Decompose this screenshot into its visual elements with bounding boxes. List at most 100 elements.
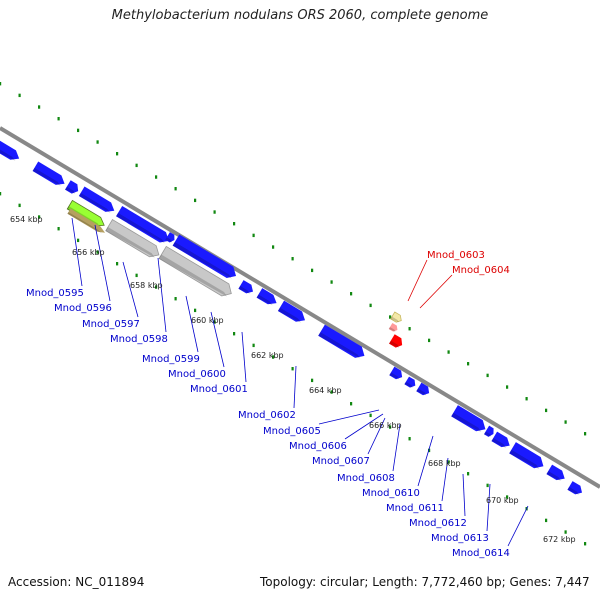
gene-label-leader <box>94 224 111 302</box>
gene-arrow[interactable] <box>277 300 308 326</box>
ring-tick-dot <box>350 402 353 406</box>
gene-arrow-shape <box>416 382 430 396</box>
gene-arrow[interactable] <box>165 232 176 244</box>
ring-tick-dot <box>369 303 372 308</box>
ring-tick-dot <box>486 373 489 378</box>
gene-arrow[interactable] <box>78 186 117 216</box>
highlight-gene-arrow-shape <box>388 322 398 332</box>
gene-arrow-shape <box>116 205 169 243</box>
gene-features[interactable] <box>0 140 585 497</box>
gene-label[interactable]: Mnod_0606 <box>289 441 347 452</box>
gene-arrow-shade <box>78 192 111 213</box>
gene-arrow[interactable] <box>484 425 496 439</box>
ring-tick-dot <box>233 222 236 226</box>
pseudogene-arrow[interactable] <box>105 218 162 261</box>
gene-arrow[interactable] <box>256 288 280 308</box>
ring-tick-dot <box>408 437 411 441</box>
gene-arrow-shape <box>318 324 365 358</box>
gene-arrow-shade <box>404 381 413 388</box>
gene-label[interactable]: Mnod_0602 <box>238 410 296 421</box>
ring-tick-dot <box>389 425 392 429</box>
highlight-gene-arrow[interactable] <box>390 311 404 324</box>
ring-tick-dot <box>389 315 392 319</box>
gene-arrow[interactable] <box>389 366 404 382</box>
gene-arrow-shape <box>172 234 237 278</box>
gene-arrow-shade <box>256 294 273 306</box>
gene-label[interactable]: Mnod_0612 <box>409 518 467 529</box>
gene-arrow-shape <box>0 140 20 160</box>
gene-arrow[interactable] <box>404 376 417 390</box>
gene-label[interactable]: Mnod_0608 <box>337 473 395 484</box>
ring-tick-dot <box>194 308 197 313</box>
gene-label[interactable]: Mnod_0613 <box>431 533 489 544</box>
gene-label-leader <box>367 417 386 455</box>
gene-arrow[interactable] <box>172 234 240 281</box>
kbp-tick-label: 668 kbp <box>428 459 461 468</box>
gene-arrow[interactable] <box>509 442 547 472</box>
highlight-gene-arrow[interactable] <box>389 334 405 350</box>
gene-label[interactable]: Mnod_0599 <box>142 354 200 365</box>
gene-arrow-shade <box>165 237 173 243</box>
gene-label[interactable]: Mnod_0595 <box>26 288 84 299</box>
kbp-tick-label: 656 kbp <box>72 248 105 257</box>
gene-label-leader <box>122 261 139 318</box>
gene-arrow-shape <box>491 431 510 448</box>
gene-label-leader <box>417 435 434 487</box>
pseudogene-arrow-shape <box>158 245 232 297</box>
ring-tick-dot <box>174 297 177 301</box>
gene-arrow-shape <box>32 161 65 185</box>
gene-arrow[interactable] <box>567 481 584 497</box>
ring-tick-dot <box>174 187 177 191</box>
gene-label-leader <box>392 423 401 472</box>
gene-arrow[interactable] <box>116 205 172 246</box>
gene-arrow-shade <box>32 167 61 186</box>
gene-arrow-shape <box>546 464 565 481</box>
gene-arrow-shade <box>318 332 361 359</box>
highlight-gene-arrow-shade <box>389 340 400 348</box>
gene-arrow[interactable] <box>318 324 368 362</box>
gene-arrow[interactable] <box>491 431 512 451</box>
ring-tick-dot <box>291 257 294 261</box>
ring-tick-dot <box>18 93 21 98</box>
kbp-tick-label: 664 kbp <box>309 386 342 395</box>
gene-label-leader <box>293 365 297 409</box>
gene-arrow-shape <box>165 232 175 243</box>
gene-arrow[interactable] <box>238 280 255 296</box>
gene-arrow[interactable] <box>0 140 22 164</box>
gene-arrow[interactable] <box>416 382 431 398</box>
gene-label[interactable]: Mnod_0598 <box>110 334 168 345</box>
kbp-tick-label: 672 kbp <box>543 535 576 544</box>
highlight-gene-label[interactable]: Mnod_0603 <box>427 250 485 261</box>
ring-tick-dot <box>135 273 138 278</box>
gene-arrow-shade <box>389 372 400 380</box>
ring-tick-dot <box>18 203 21 208</box>
gene-arrow[interactable] <box>65 180 81 196</box>
gene-arrow[interactable] <box>451 405 489 435</box>
gene-label[interactable]: Mnod_0596 <box>54 303 112 314</box>
kbp-tick-labels: 654 kbp 656 kbp 658 kbp 660 kbp 662 kbp 664 k… <box>10 215 576 544</box>
gene-label[interactable]: Mnod_0605 <box>263 426 321 437</box>
ring-tick-dot <box>155 175 158 179</box>
highlight-gene-arrow-shape <box>390 311 402 323</box>
gene-arrow-shape <box>78 186 115 212</box>
gene-arrow[interactable] <box>32 161 68 189</box>
gene-label[interactable]: Mnod_0607 <box>312 456 370 467</box>
gene-label[interactable]: Mnod_0597 <box>82 319 140 330</box>
pseudogene-arrow-shade <box>105 227 155 258</box>
rna-gene-arrow-shape <box>66 199 105 227</box>
highlight-gene-label[interactable]: Mnod_0604 <box>452 265 510 276</box>
ring-tick-dot <box>213 320 216 324</box>
highlight-gene-arrow[interactable] <box>388 322 399 333</box>
gene-label[interactable]: Mnod_0614 <box>452 548 510 559</box>
gene-arrow[interactable] <box>546 464 567 484</box>
gene-arrow-shape <box>484 425 494 437</box>
highlight-gene-arrow-shape <box>389 334 403 348</box>
gene-label[interactable]: Mnod_0611 <box>386 503 444 514</box>
gene-label[interactable]: Mnod_0610 <box>362 488 420 499</box>
pseudogene-arrow[interactable] <box>158 245 235 299</box>
rna-gene-underlay-shade <box>67 212 103 234</box>
gene-label[interactable]: Mnod_0600 <box>168 369 226 380</box>
gene-label[interactable]: Mnod_0601 <box>190 384 248 395</box>
highlight-label-leader <box>419 274 453 309</box>
